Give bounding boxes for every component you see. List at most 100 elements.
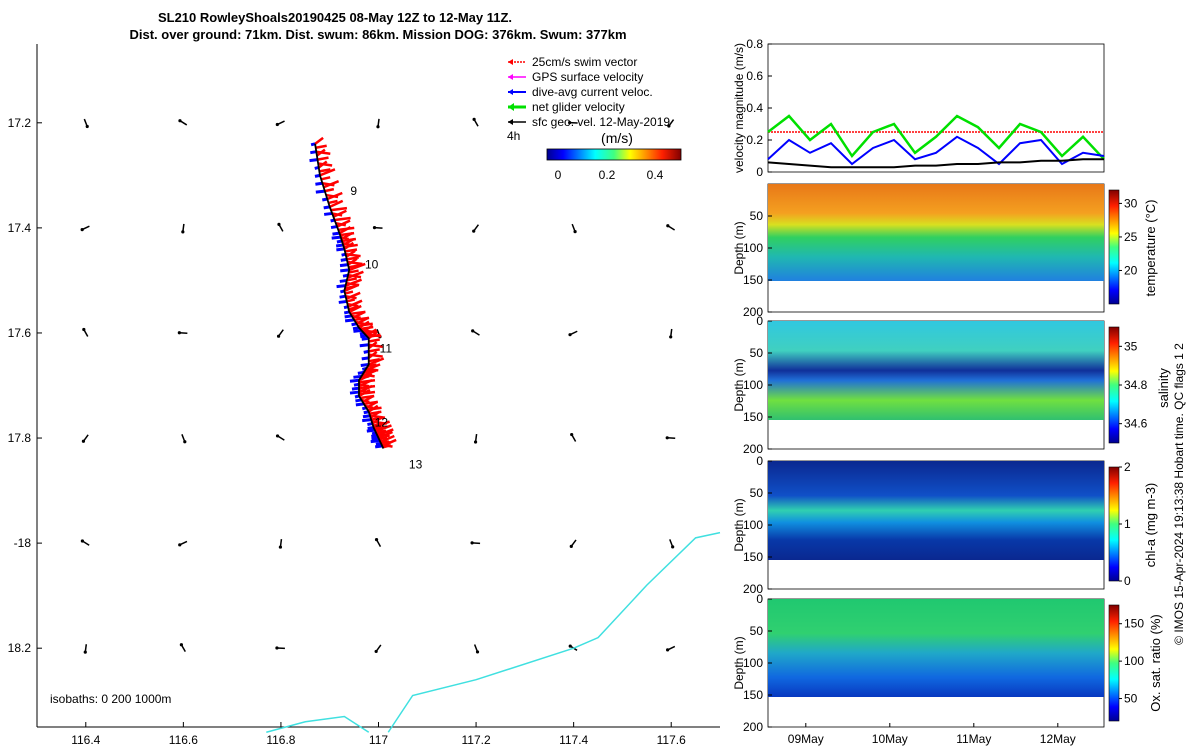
- swim-vector: [369, 410, 381, 419]
- map-panel: 116.4 116.6 116.8 117 117.2 117.4 117.6 17.2 17.…: [8, 44, 721, 747]
- time-tick-label: 12May: [1040, 732, 1076, 746]
- sfc-geo-vector-head: [671, 545, 675, 549]
- swim-vector: [326, 191, 343, 201]
- velocity-y-tick-label: 0.8: [746, 37, 763, 51]
- colorbar-tick: 0.2: [599, 168, 616, 182]
- dive-avg-vector: [374, 444, 383, 449]
- velocity-ylabel: velocity magnitude (m/s): [732, 43, 746, 173]
- dive-avg-vector: [352, 326, 360, 331]
- velocity-axes-box: [767, 43, 1105, 173]
- sfc-geo-vector-head: [669, 335, 673, 339]
- dive-avg-vector: [315, 181, 323, 186]
- coastline: [387, 531, 721, 733]
- dive-avg-vector: [339, 263, 349, 268]
- sfc-geo-vector-head: [80, 227, 84, 232]
- sfc-geo-vector-head: [475, 650, 480, 654]
- sfc-geo-vector-head: [83, 650, 87, 654]
- dive-avg-vector: [362, 414, 371, 419]
- swim-vector: [378, 436, 388, 441]
- swim-vector: [345, 291, 361, 300]
- map-x-tick-label: 117.4: [559, 733, 588, 747]
- map-x-tick-label: 117.6: [657, 733, 686, 747]
- dive-avg-vector: [323, 205, 330, 210]
- swim-vector: [347, 299, 363, 308]
- map-x-tick-label: 116.6: [169, 733, 198, 747]
- map-x-tick-label: 116.8: [266, 733, 295, 747]
- velocity-y-tick-label: 0: [756, 165, 763, 179]
- dive-avg-vector: [340, 257, 348, 262]
- dive-avg-vector: [353, 328, 362, 333]
- colorbar-tick-label: 50: [1124, 692, 1138, 706]
- day-label: 12: [375, 415, 389, 429]
- sfc-geo-vector-head: [568, 120, 572, 125]
- depth-tick-label: 200: [743, 305, 763, 319]
- swim-vector: [340, 231, 353, 241]
- colorbar-tick-label: 2: [1124, 460, 1131, 474]
- swim-vector: [332, 209, 347, 218]
- swim-vector: [344, 290, 354, 295]
- dive-avg-vector: [340, 268, 350, 273]
- swim-vector: [358, 320, 370, 329]
- day-label: 13: [409, 457, 423, 471]
- depth-tick-label: 150: [743, 273, 763, 287]
- dive-avg-vector: [332, 231, 340, 236]
- sfc-geo-vector-head: [570, 432, 574, 437]
- swim-vector: [345, 249, 356, 258]
- oxygen-field: [768, 599, 1104, 697]
- swim-vector: [329, 199, 344, 209]
- track-line: [314, 143, 385, 449]
- legend-label: sfc geo. vel. 12-May-2019: [532, 115, 670, 129]
- dive-avg-vector: [315, 189, 326, 194]
- swim-vector: [375, 424, 392, 433]
- map-y-tick-label: 17.2: [8, 116, 32, 130]
- sfc-geo-vector-head: [277, 222, 281, 226]
- swim-vector: [371, 416, 383, 425]
- swim-vector: [343, 241, 355, 250]
- sfc-geo-vector-head: [275, 122, 279, 127]
- swim-vector: [378, 430, 393, 440]
- depth-tick-label: 100: [743, 241, 763, 255]
- temperature-colorbar: [1108, 189, 1120, 305]
- legend-arrow-icon: [508, 119, 513, 125]
- dive-avg-vector: [349, 390, 360, 395]
- sfc-geo-vector-head: [569, 544, 573, 548]
- legend-scale-label: 4h: [507, 129, 520, 143]
- sfc-geo-vector-head: [573, 230, 577, 234]
- swim-vector: [376, 428, 394, 437]
- chla-colorbar: [1108, 466, 1120, 582]
- salinity-colorbar: [1108, 326, 1120, 444]
- colorbar-tick-label: 0: [1124, 574, 1131, 588]
- swim-vector: [346, 277, 358, 282]
- day-label: 9: [350, 184, 357, 198]
- swim-vector: [346, 270, 364, 279]
- map-y-tick-label: -18: [14, 536, 32, 550]
- sfc-geo-vector-head: [85, 124, 89, 129]
- dive-avg-vector: [370, 439, 380, 444]
- sfc-geo-vector-head: [372, 226, 377, 230]
- velocity-panel: 0 0.2 0.4 0.6 0.8 velocity magnitude (m/s): [732, 37, 1105, 179]
- sfc-geo-vector-head: [183, 440, 187, 444]
- sfc-geo-vector-head: [179, 643, 183, 647]
- salinity-field: [768, 321, 1104, 420]
- temperature-clabel: temperature (°C): [1143, 200, 1158, 297]
- legend-arrow-icon: [508, 103, 514, 111]
- salinity-ylabel: Depth (m): [732, 358, 746, 411]
- swim-vector: [355, 316, 370, 325]
- sfc-geo-vector-head: [376, 125, 380, 129]
- depth-tick-label: 150: [743, 410, 763, 424]
- swim-vector: [364, 363, 381, 372]
- swim-vector: [362, 324, 374, 333]
- temperature-panel: Depth (m) temperature (°C): [732, 183, 1158, 313]
- swim-vector: [367, 363, 377, 368]
- sfc-geo-vector-head: [82, 327, 86, 332]
- time-tick-label: 09May: [788, 732, 824, 746]
- legend-label: dive-avg current veloc.: [532, 85, 653, 99]
- sfc-geo-vector-head: [181, 230, 185, 234]
- legend-arrow-icon: [508, 59, 513, 65]
- dive-avg-vector: [367, 426, 374, 431]
- swim-vector: [345, 278, 363, 287]
- depth-tick-label: 200: [743, 442, 763, 456]
- swim-vector: [358, 384, 373, 394]
- depth-tick-label: 200: [743, 720, 763, 734]
